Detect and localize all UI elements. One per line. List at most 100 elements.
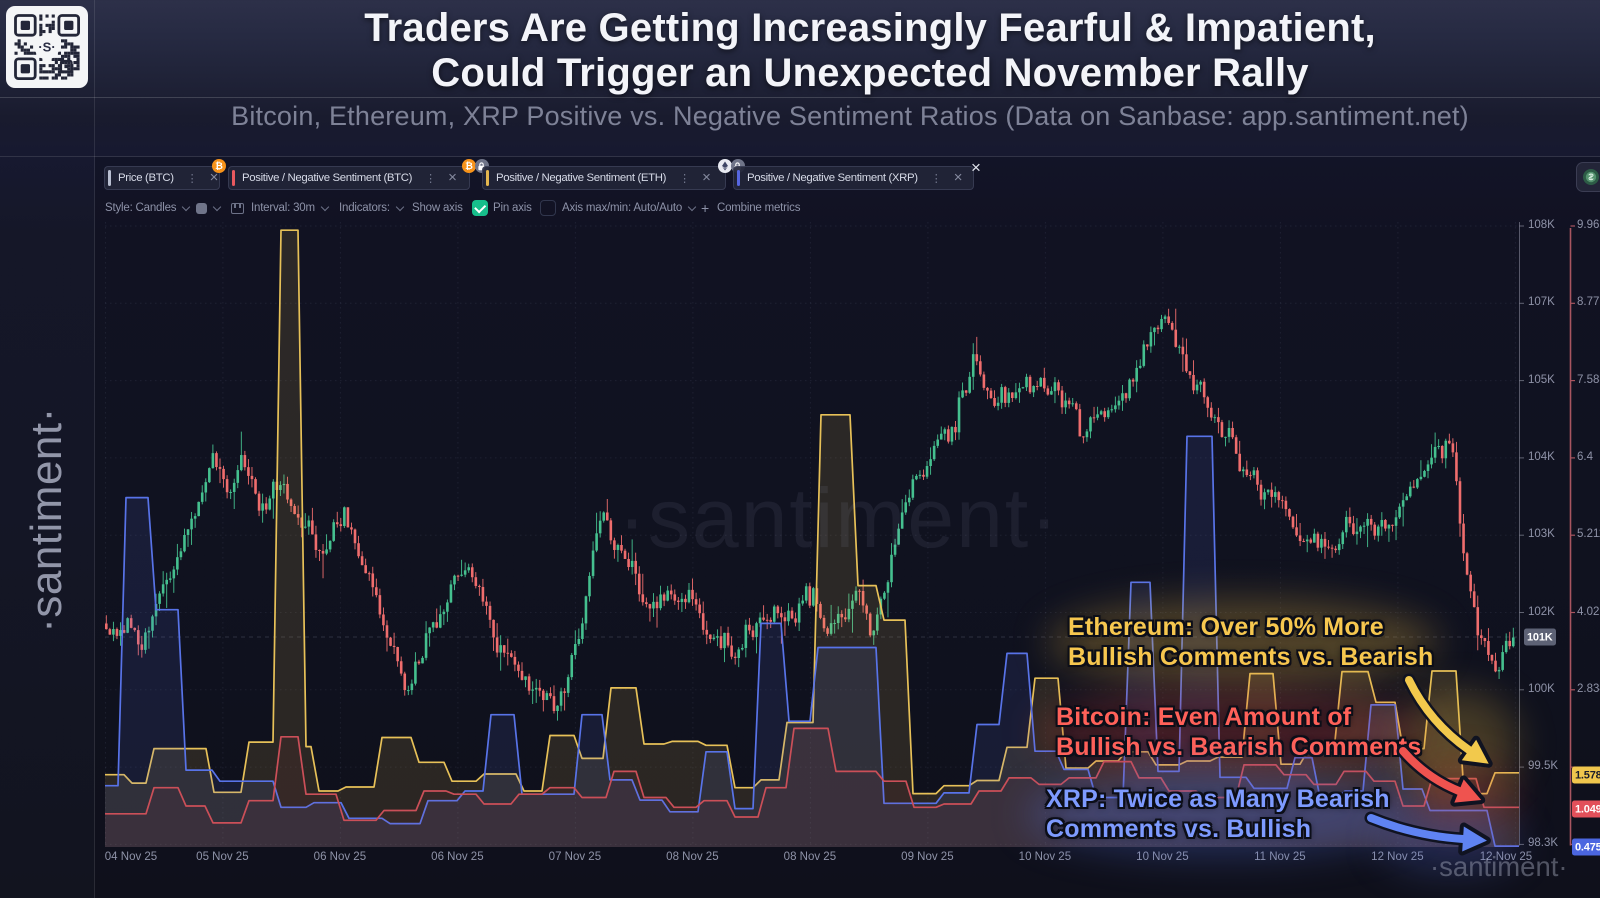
current-sentiment-badge-xrp: 0.475 — [1572, 838, 1600, 856]
tab-badge-btc-icon: ₿ — [462, 159, 476, 173]
tab-menu-icon[interactable]: ⋮ — [425, 172, 437, 185]
santiment-watermark-left: ·santiment· — [22, 407, 71, 633]
santiment-watermark-corner: ·santiment· — [1430, 851, 1568, 882]
date-axis-label: 11 Nov 25 — [1254, 851, 1306, 863]
price-axis-label: 104K — [1528, 450, 1555, 463]
pin-axis-checkbox[interactable] — [539, 200, 556, 216]
chevron-down-icon — [182, 204, 191, 213]
current-sentiment-badge-btc: 1.049 — [1572, 800, 1600, 818]
coin-icon — [1583, 169, 1599, 185]
price-axis-label: 108K — [1528, 219, 1555, 231]
page-subtitle: Bitcoin, Ethereum, XRP Positive vs. Nega… — [231, 101, 1469, 131]
tab-accent-bar — [737, 170, 740, 186]
price-axis-label: 107K — [1528, 296, 1555, 309]
tab-close-icon[interactable]: × — [448, 169, 457, 186]
tab-badge-btc-icon: ₿ — [212, 159, 226, 173]
page-title-line1: Traders Are Getting Increasingly Fearful… — [364, 6, 1376, 50]
sentiment-axis-label: 2.834 — [1577, 682, 1600, 695]
annotation-line: XRP: Twice as Many Bearish — [1046, 785, 1390, 813]
color-style-selector[interactable] — [196, 199, 222, 217]
annotation-line: Comments vs. Bullish — [1046, 815, 1312, 843]
chevron-down-icon — [213, 204, 222, 213]
date-axis-label: 09 Nov 25 — [901, 851, 954, 863]
chevron-down-icon — [396, 204, 405, 213]
show-axis-toggle[interactable]: Show axis — [412, 199, 488, 217]
metric-tab-sentiment-btc[interactable]: Positive / Negative Sentiment (BTC) ⋮ × — [228, 166, 470, 190]
tab-accent-bar — [232, 170, 235, 186]
annotation-line: Bullish vs. Bearish Comments — [1056, 733, 1422, 761]
annotation-line: Ethereum: Over 50% More — [1068, 613, 1384, 641]
tab-close-icon[interactable]: × — [953, 169, 963, 186]
chevron-down-icon — [688, 204, 697, 213]
tab-label: Price (BTC) — [118, 172, 174, 184]
sentiment-axis-label: 9.965 — [1577, 219, 1600, 231]
price-axis-label: 105K — [1528, 373, 1555, 386]
sentiment-axis-label: 4.022 — [1577, 605, 1600, 618]
current-price-badge: 101K — [1524, 628, 1556, 646]
sentiment-axis-label: 7.588 — [1577, 373, 1600, 386]
tab-label: Positive / Negative Sentiment (XRP) — [747, 172, 918, 184]
tab-label: Positive / Negative Sentiment (ETH) — [496, 172, 667, 184]
style-swatch-icon — [196, 202, 207, 214]
date-axis-label: 07 Nov 25 — [548, 851, 602, 863]
grid-lines — [105, 222, 1519, 846]
date-axis-label: 06 Nov 25 — [431, 851, 484, 863]
qr-logo: ·S· — [38, 40, 55, 55]
tab-close-icon[interactable]: × — [702, 169, 711, 186]
show-axis-checkbox[interactable] — [471, 200, 488, 216]
sentiment-axis-label: 5.211 — [1577, 528, 1600, 541]
sentiment-axis-label: 6.4 — [1577, 450, 1593, 463]
price-axis-label: 103K — [1528, 528, 1555, 541]
axis-maxmin-selector[interactable]: Axis max/min: Auto/Auto — [562, 199, 697, 217]
metric-tab-sentiment-eth[interactable]: Positive / Negative Sentiment (ETH) ⋮ × — [482, 166, 726, 190]
tab-menu-icon[interactable]: ⋮ — [186, 172, 198, 185]
pin-axis-toggle[interactable]: Pin axis — [493, 199, 556, 217]
date-axis-label: 08 Nov 25 — [666, 851, 719, 863]
date-axis-label: 08 Nov 25 — [783, 851, 837, 863]
chart-card-background — [95, 157, 1600, 898]
santiment-watermark-center: ·santiment· — [618, 471, 1061, 565]
price-axis-label: 98.3K — [1528, 837, 1559, 850]
date-axis-label: 10 Nov 25 — [1018, 851, 1072, 863]
metric-tab-price-btc[interactable]: Price (BTC) ⋮ × — [104, 166, 220, 190]
indicators-selector[interactable]: Indicators: — [339, 199, 405, 217]
date-axis-label: 12 Nov 25 — [1479, 851, 1533, 863]
date-axis-label: 06 Nov 25 — [313, 851, 367, 863]
left-margin-divider-line — [94, 0, 95, 898]
tab-label: Positive / Negative Sentiment (BTC) — [242, 172, 413, 184]
tab-menu-icon[interactable]: ⋮ — [930, 172, 942, 185]
title-block: Traders Are Getting Increasingly Fearful… — [145, 6, 1595, 96]
tab-accent-bar — [486, 170, 489, 186]
screenshot-button[interactable] — [1576, 162, 1600, 192]
annotation-glow-eth — [1048, 600, 1438, 684]
annotation-line: Bullish Comments vs. Bearish — [1068, 643, 1434, 671]
date-axis-label: 04 Nov 25 — [104, 851, 158, 863]
qr-code: ·S· — [6, 6, 88, 88]
price-candles-btc — [105, 308, 1515, 721]
annotation-text-btc: Bitcoin: Even Amount of Bullish vs. Beari… — [1056, 702, 1421, 762]
annotation-text-xrp: XRP: Twice as Many Bearish Comments vs. B… — [1046, 784, 1390, 844]
tab-menu-icon[interactable]: ⋮ — [679, 172, 691, 185]
date-axis-label: 10 Nov 25 — [1136, 851, 1189, 863]
tab-badge-eth-icon — [718, 159, 732, 173]
style-selector[interactable]: Style: Candles — [105, 199, 191, 217]
chart-card-top-line — [0, 156, 1600, 157]
price-axis-label: 100K — [1528, 682, 1555, 695]
sentiment-series-btc — [105, 727, 1519, 847]
interval-icon — [231, 202, 244, 214]
annotation-glow-btc — [1036, 690, 1426, 774]
tab-accent-bar — [108, 170, 111, 186]
interval-selector[interactable]: Interval: 30m — [231, 199, 330, 217]
sentiment-series-eth — [105, 229, 1519, 847]
date-axis-label: 05 Nov 25 — [196, 851, 249, 863]
price-axis-label: 102K — [1528, 605, 1555, 618]
close-all-tabs-button[interactable]: × — [971, 158, 981, 177]
annotation-glow-xrp — [1026, 772, 1416, 856]
metric-tab-sentiment-xrp[interactable]: Positive / Negative Sentiment (XRP) ⋮ × — [733, 166, 974, 190]
tab-close-icon[interactable]: × — [209, 169, 219, 186]
current-sentiment-badge-eth: 1.578 — [1572, 766, 1600, 784]
combine-metrics-button[interactable]: + Combine metrics — [701, 200, 801, 216]
sentiment-axis-label: 8.777 — [1577, 296, 1600, 309]
